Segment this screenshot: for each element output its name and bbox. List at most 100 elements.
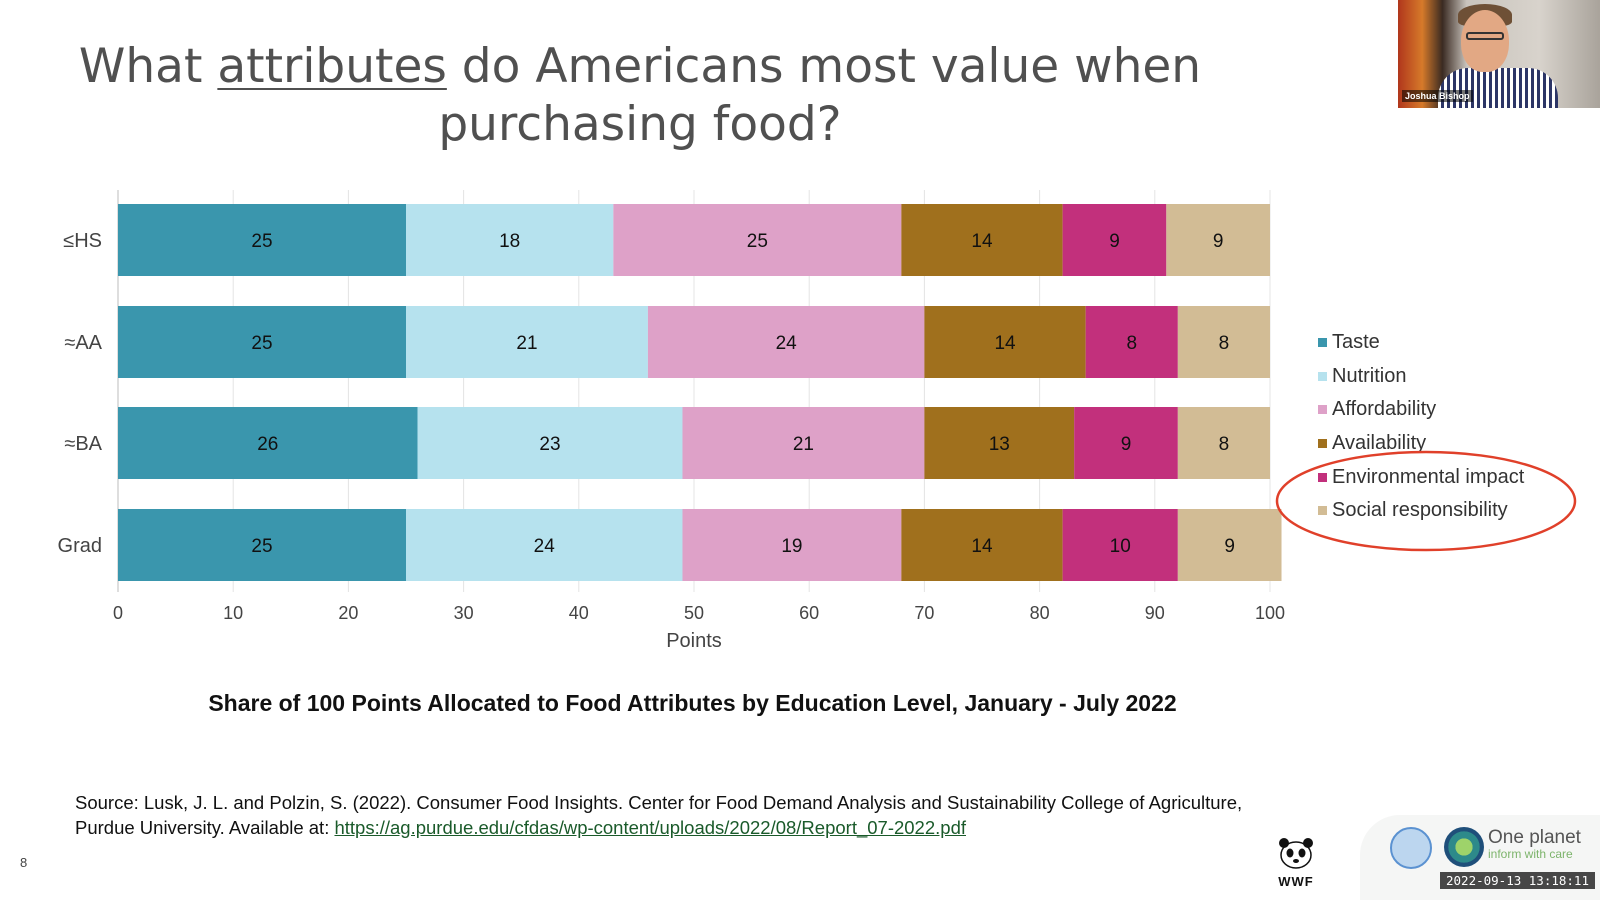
x-tick-label: 90	[1145, 603, 1165, 623]
bar-segment	[613, 204, 902, 276]
bar-value-label: 24	[776, 333, 798, 354]
bar-segment	[1177, 306, 1270, 378]
legend-label: Nutrition	[1332, 364, 1407, 387]
bar-segment	[118, 204, 406, 276]
bar-value-label: 10	[1110, 536, 1131, 557]
bar-value-label: 24	[534, 536, 556, 557]
bar-value-label: 25	[251, 536, 272, 557]
bar-segment	[417, 407, 683, 479]
legend-label: Taste	[1332, 331, 1380, 354]
bar-value-label: 9	[1224, 536, 1235, 557]
category-label: ≈AA	[64, 332, 102, 354]
title-part-2: do Americans most value when purchasing …	[438, 39, 1202, 152]
legend-label: Environmental impact	[1332, 465, 1525, 488]
bar-segment	[406, 204, 614, 276]
wwf-logo: WWF	[1272, 835, 1320, 889]
bar-segment	[924, 407, 1075, 479]
bar-value-label: 14	[971, 231, 993, 252]
bar-segment	[406, 509, 683, 581]
bar-segment	[1062, 204, 1167, 276]
chart-legend: Taste Nutrition Affordability Availability E…	[1318, 326, 1524, 528]
bar-value-label: 21	[793, 434, 814, 455]
bar-segment	[647, 306, 925, 378]
bar-value-label: 23	[539, 434, 560, 455]
highlight-circle-annotation	[1275, 450, 1577, 552]
panda-icon	[1279, 838, 1313, 869]
legend-item: Nutrition	[1318, 360, 1524, 394]
legend-label: Availability	[1332, 432, 1427, 455]
participant-shirt	[1438, 68, 1558, 108]
source-citation: Source: Lusk, J. L. and Polzin, S. (2022…	[75, 790, 1275, 840]
bar-segment	[406, 306, 648, 378]
x-tick-label: 0	[113, 603, 123, 623]
participant-face	[1461, 10, 1509, 72]
bar-value-label: 13	[989, 434, 1010, 455]
bar-value-label: 18	[499, 231, 520, 252]
bar-value-label: 19	[781, 536, 802, 557]
bar-segment	[1177, 407, 1270, 479]
category-label: ≈BA	[64, 433, 102, 455]
bar-segment	[1166, 204, 1270, 276]
title-part-1: What	[78, 39, 218, 94]
x-tick-label: 70	[914, 603, 934, 623]
x-tick-label: 60	[799, 603, 819, 623]
wwf-label: WWF	[1278, 874, 1314, 889]
bar-segment	[682, 509, 902, 581]
bar-value-label: 9	[1213, 231, 1224, 252]
page-number: 8	[20, 855, 28, 870]
bar-value-label: 25	[251, 333, 272, 354]
legend-item: Taste	[1318, 326, 1524, 360]
legend-swatch	[1318, 506, 1327, 516]
bar-value-label: 25	[747, 231, 768, 252]
bar-segment	[901, 509, 1063, 581]
bar-value-label: 14	[971, 536, 993, 557]
x-tick-label: 50	[684, 603, 704, 623]
one-planet-globe-icon	[1444, 827, 1484, 867]
bar-value-label: 8	[1219, 333, 1230, 354]
x-tick-label: 80	[1030, 603, 1050, 623]
x-tick-label: 40	[569, 603, 589, 623]
chart-caption: Share of 100 Points Allocated to Food At…	[208, 690, 1177, 716]
x-tick-label: 20	[338, 603, 358, 623]
legend-item: Social responsibility	[1318, 494, 1524, 528]
bar-segment	[1074, 407, 1178, 479]
legend-swatch	[1318, 472, 1327, 482]
bar-value-label: 25	[251, 231, 272, 252]
bar-value-label: 8	[1126, 333, 1137, 354]
bar-segment	[118, 407, 418, 479]
bar-segment	[1085, 306, 1178, 378]
participant-video-tile[interactable]: Joshua Bishop	[1398, 0, 1600, 108]
bar-segment	[682, 407, 925, 479]
bar-segment	[924, 306, 1086, 378]
recording-timestamp: 2022-09-13 13:18:11	[1440, 872, 1595, 889]
participant-glasses	[1466, 32, 1504, 40]
bar-segment	[1062, 509, 1178, 581]
bar-value-label: 8	[1219, 434, 1230, 455]
source-text: Source: Lusk, J. L. and Polzin, S. (2022…	[75, 792, 1243, 838]
one-planet-subtitle: inform with care	[1488, 847, 1573, 861]
bar-segment	[901, 204, 1063, 276]
x-tick-label: 10	[223, 603, 243, 623]
x-tick-label: 100	[1255, 603, 1285, 623]
bar-value-label: 26	[257, 434, 278, 455]
slide-title: What attributes do Americans most value …	[60, 38, 1220, 154]
legend-item: Affordability	[1318, 393, 1524, 427]
bar-value-label: 14	[994, 333, 1016, 354]
legend-swatch	[1318, 371, 1327, 381]
category-label: ≤HS	[63, 230, 102, 252]
bar-value-label: 9	[1109, 231, 1120, 252]
legend-item: Availability	[1318, 427, 1524, 461]
bar-value-label: 9	[1121, 434, 1132, 455]
legend-swatch	[1318, 338, 1327, 348]
bar-segment	[118, 509, 406, 581]
x-axis-title: Points	[666, 630, 722, 652]
participant-name-label: Joshua Bishop	[1402, 90, 1473, 102]
legend-item: Environmental impact	[1318, 460, 1524, 494]
legend-label: Social responsibility	[1332, 499, 1508, 522]
source-link[interactable]: https://ag.purdue.edu/cfdas/wp-content/u…	[334, 817, 966, 838]
legend-label: Affordability	[1332, 398, 1437, 421]
legend-swatch	[1318, 439, 1327, 449]
legend-swatch	[1318, 405, 1327, 415]
category-label: Grad	[58, 535, 102, 557]
